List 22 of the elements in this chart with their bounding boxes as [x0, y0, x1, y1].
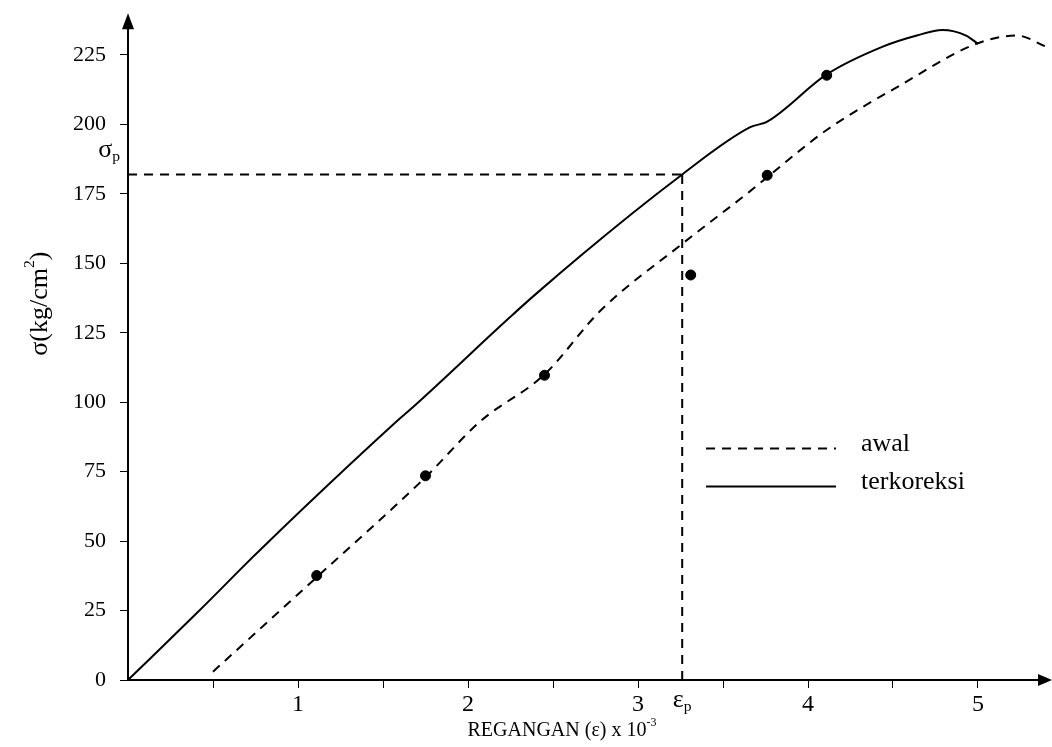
point [539, 369, 550, 381]
y-tick-label: 100 [73, 387, 106, 413]
y-tick-label: 225 [73, 40, 106, 66]
y-tick-label: 50 [84, 526, 106, 552]
x-tick-label: 4 [802, 689, 814, 716]
x-tick-label: 2 [462, 689, 474, 716]
x-tick-label: 3 [632, 689, 644, 716]
y-tick-label: 150 [73, 249, 106, 275]
y-tick-label: 175 [73, 179, 106, 205]
y-tick-label: 125 [73, 318, 106, 344]
y-tick-label: 75 [84, 457, 106, 483]
legend-label: awal [861, 428, 911, 458]
y-tick-label: 200 [73, 110, 106, 136]
y-tick-label: 0 [95, 665, 106, 691]
y-tick-label: 25 [84, 596, 106, 622]
legend-label: terkoreksi [861, 466, 965, 496]
point [311, 570, 323, 582]
x-tick-label: 1 [292, 689, 304, 716]
point [761, 169, 773, 181]
point [685, 269, 697, 281]
x-tick-label: 5 [972, 689, 984, 716]
y-axis-title: σ(kg/cm2) [19, 251, 53, 356]
